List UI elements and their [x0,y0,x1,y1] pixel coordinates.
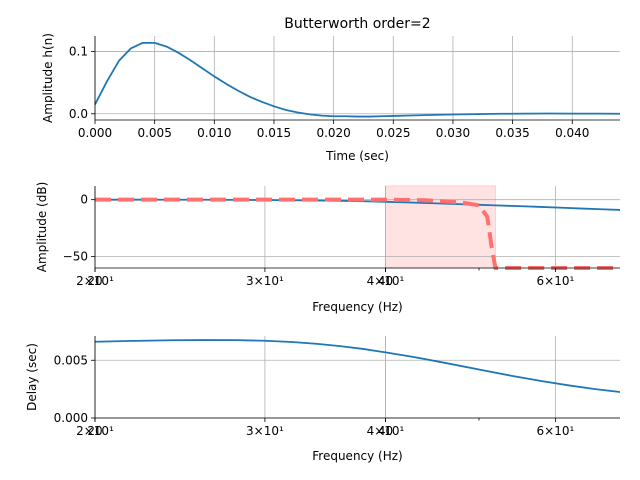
subplot-1: 0.000 0.005 0.010 0.015 0.020 0.025 0.030 0.035… [41,16,621,163]
x-tick-label: 0.025 [376,126,410,140]
x-axis-label: Time (sec) [325,149,389,163]
x-tick-label: 3×10¹ [246,424,284,438]
x-tick-label: 0.035 [495,126,529,140]
x-tick-label: 40 [378,424,393,438]
x-tick-label: 2×10¹ [76,424,114,438]
x-tick-label: 6×10¹ [537,424,575,438]
x-tick-label: 0.020 [316,126,350,140]
y-tick-label: 0 [80,193,88,207]
x-tick-label: 4×10¹ [367,424,405,438]
x-axis-label: Frequency (Hz) [312,300,403,314]
x-tick-label: 3×10¹ [246,274,284,288]
y-tick-label: 0.000 [54,411,88,425]
y-tick-label: 0.1 [69,45,88,59]
x-tick-label: 2×10¹ [76,274,114,288]
chart-title: Butterworth order=2 [284,16,430,32]
y-axis-label: Amplitude h(n) [41,33,55,123]
x-tick-label: 20 [87,424,102,438]
response-line [94,41,621,118]
x-tick-label: 40 [378,274,393,288]
x-tick-label: 0.040 [555,126,589,140]
y-axis-label: Amplitude (dB) [35,182,49,273]
x-tick-label: 0.015 [257,126,291,140]
x-tick-label: 4×10¹ [367,274,405,288]
x-tick-label: 0.000 [78,126,112,140]
x-axis-label: Frequency (Hz) [312,449,403,463]
y-tick-label: −50 [63,250,88,264]
x-tick-label: 6×10¹ [537,274,575,288]
x-tick-label: 0.010 [197,126,231,140]
y-tick-label: 0.0 [69,107,88,121]
y-axis-label: Delay (sec) [25,343,39,411]
x-tick-label: 0.005 [137,126,171,140]
ideal-response-line [95,197,620,270]
y-tick-label: 0.005 [54,353,88,367]
x-tick-label: 0.030 [436,126,470,140]
response-line [94,339,621,393]
x-tick-label: 20 [87,274,102,288]
